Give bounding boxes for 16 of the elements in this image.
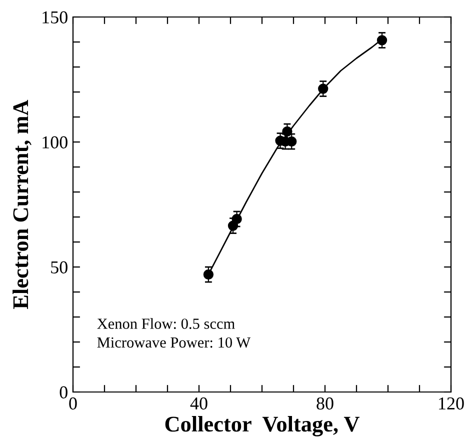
point: [232, 214, 242, 224]
annotation: Microwave Power: 10 W: [97, 337, 251, 348]
y-axis-title: Electron Current, mA: [12, 100, 32, 309]
x-tick-label: 0: [69, 397, 77, 410]
y-tick-label: 150: [42, 11, 68, 24]
x-tick-label: 80: [316, 397, 334, 410]
y-tick-label: 0: [60, 386, 68, 398]
point: [318, 84, 328, 94]
point: [203, 269, 214, 280]
x-tick-label: 120: [439, 397, 464, 410]
x-axis-title: Collector Voltage, V: [165, 416, 360, 436]
annotation: Xenon Flow: 0.5 sccm: [97, 318, 235, 329]
x-tick-label: 40: [190, 397, 208, 410]
point: [376, 35, 388, 46]
y-tick-label: 100: [42, 136, 68, 148]
y-tick-label: 50: [51, 261, 68, 274]
